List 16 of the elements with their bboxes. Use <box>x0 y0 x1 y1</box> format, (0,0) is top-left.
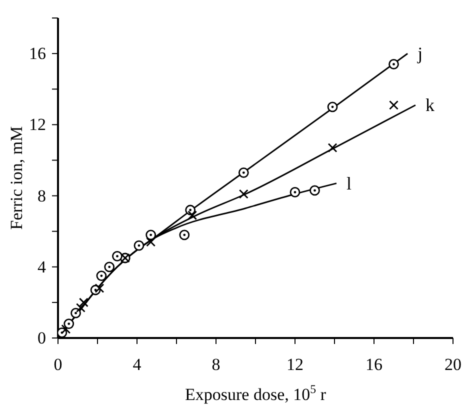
x-tick-label: 16 <box>366 355 382 374</box>
y-tick-label: 0 <box>38 328 46 348</box>
x-axis-title: Exposure dose, 10$^{5}$ r <box>185 382 326 404</box>
series-label: k <box>425 95 434 116</box>
x-tick-label: 20 <box>444 355 462 374</box>
series-label: l <box>346 173 352 194</box>
x-tick-label: 12 <box>286 355 304 374</box>
y-tick-label: 16 <box>29 44 46 64</box>
x-tick-label: 0 <box>54 355 62 374</box>
x-tick-label: 8 <box>212 355 220 374</box>
y-tick-label: 8 <box>38 186 46 206</box>
y-axis-title: Ferric ion, mM <box>7 126 26 230</box>
x-tick-label: 4 <box>132 355 142 374</box>
y-tick-label: 12 <box>29 115 46 134</box>
y-tick-label: 4 <box>38 257 46 276</box>
series-label: j <box>416 44 423 64</box>
